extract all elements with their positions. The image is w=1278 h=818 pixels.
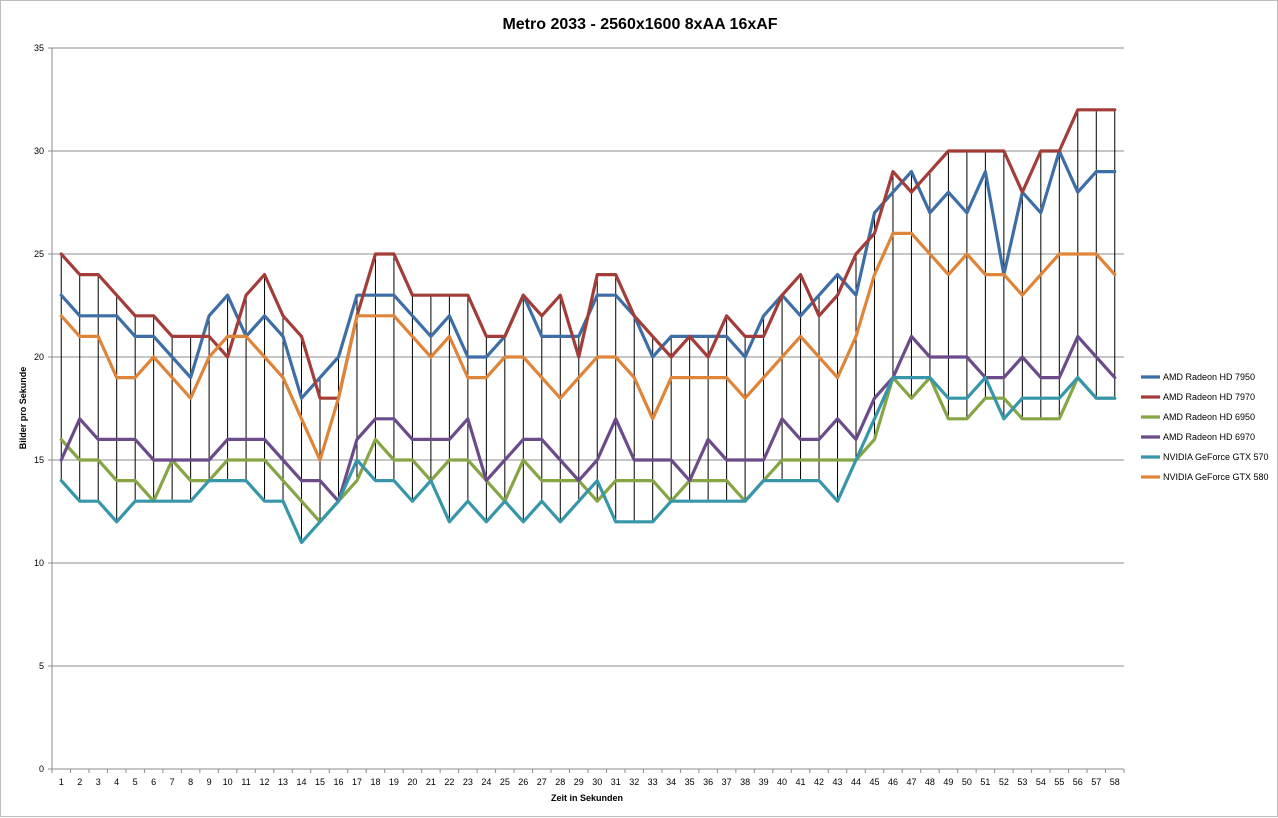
x-tick-label: 29 — [574, 777, 584, 787]
x-tick-label: 20 — [407, 777, 417, 787]
x-tick-label: 37 — [722, 777, 732, 787]
chart-title: Metro 2033 - 2560x1600 8xAA 16xAF — [502, 16, 777, 33]
y-tick-label: 20 — [34, 352, 44, 362]
x-tick-label: 44 — [851, 777, 861, 787]
y-axis-label: Bilder pro Sekunde — [18, 367, 28, 450]
legend-label: AMD Radeon HD 7950 — [1163, 372, 1255, 382]
legend-label: AMD Radeon HD 7970 — [1163, 392, 1255, 402]
x-tick-label: 10 — [223, 777, 233, 787]
x-tick-label: 51 — [980, 777, 990, 787]
x-tick-label: 26 — [518, 777, 528, 787]
y-tick-label: 35 — [34, 43, 44, 53]
y-tick-label: 30 — [34, 146, 44, 156]
x-tick-label: 45 — [869, 777, 879, 787]
x-tick-label: 49 — [943, 777, 953, 787]
x-tick-label: 28 — [555, 777, 565, 787]
x-tick-label: 55 — [1054, 777, 1064, 787]
x-tick-label: 54 — [1036, 777, 1046, 787]
x-tick-label: 56 — [1073, 777, 1083, 787]
x-tick-label: 43 — [833, 777, 843, 787]
x-tick-label: 12 — [260, 777, 270, 787]
x-tick-label: 8 — [188, 777, 193, 787]
x-tick-label: 21 — [426, 777, 436, 787]
x-tick-label: 41 — [796, 777, 806, 787]
legend-label: NVIDIA GeForce GTX 580 — [1163, 472, 1269, 482]
x-tick-label: 46 — [888, 777, 898, 787]
x-tick-label: 48 — [925, 777, 935, 787]
x-tick-label: 19 — [389, 777, 399, 787]
x-tick-label: 17 — [352, 777, 362, 787]
series-line — [59, 149, 1117, 400]
y-tick-label: 5 — [39, 661, 44, 671]
x-tick-label: 14 — [297, 777, 307, 787]
x-tick-label: 32 — [629, 777, 639, 787]
x-tick-label: 47 — [906, 777, 916, 787]
x-tick-label: 35 — [685, 777, 695, 787]
legend-label: AMD Radeon HD 6970 — [1163, 432, 1255, 442]
x-tick-label: 50 — [962, 777, 972, 787]
x-tick-label: 27 — [537, 777, 547, 787]
x-tick-label: 15 — [315, 777, 325, 787]
y-tick-label: 10 — [34, 558, 44, 568]
series-line — [59, 334, 1117, 503]
x-tick-label: 22 — [444, 777, 454, 787]
x-tick-label: 30 — [592, 777, 602, 787]
x-tick-label: 23 — [463, 777, 473, 787]
x-tick-label: 4 — [114, 777, 119, 787]
y-tick-label: 25 — [34, 249, 44, 259]
x-tick-label: 36 — [703, 777, 713, 787]
y-tick-label: 15 — [34, 455, 44, 465]
x-tick-label: 11 — [241, 777, 250, 787]
legend-label: AMD Radeon HD 6950 — [1163, 412, 1255, 422]
x-tick-label: 31 — [611, 777, 621, 787]
x-tick-label: 33 — [648, 777, 658, 787]
high-low-lines — [60, 109, 1116, 543]
x-axis-label: Zeit in Sekunden — [551, 793, 623, 803]
x-tick-label: 34 — [666, 777, 676, 787]
x-tick-label: 42 — [814, 777, 824, 787]
series-line — [59, 231, 1117, 462]
series-lines — [59, 108, 1117, 545]
legend: AMD Radeon HD 7950 AMD Radeon HD 7970 AMD … — [1141, 372, 1269, 482]
x-tick-label: 52 — [999, 777, 1009, 787]
y-tick-label: 0 — [39, 764, 44, 774]
x-tick-label: 9 — [207, 777, 212, 787]
x-tick-label: 24 — [481, 777, 491, 787]
x-tick-label: 18 — [370, 777, 380, 787]
series-line — [59, 108, 1117, 400]
x-tick-label: 13 — [278, 777, 288, 787]
x-tick-label: 2 — [77, 777, 82, 787]
x-tick-label: 39 — [759, 777, 769, 787]
x-tick-label: 7 — [170, 777, 175, 787]
x-tick-label: 1 — [59, 777, 64, 787]
x-tick-label: 6 — [151, 777, 156, 787]
x-tick-label: 25 — [500, 777, 510, 787]
x-tick-label: 5 — [133, 777, 138, 787]
x-tick-label: 53 — [1017, 777, 1027, 787]
x-tick-label: 58 — [1110, 777, 1120, 787]
x-tick-label: 16 — [333, 777, 343, 787]
series-line — [59, 376, 1117, 545]
x-tick-label: 40 — [777, 777, 787, 787]
x-tick-label: 57 — [1091, 777, 1101, 787]
x-tick-label: 38 — [740, 777, 750, 787]
x-tick-label: 3 — [96, 777, 101, 787]
legend-label: NVIDIA GeForce GTX 570 — [1163, 452, 1269, 462]
